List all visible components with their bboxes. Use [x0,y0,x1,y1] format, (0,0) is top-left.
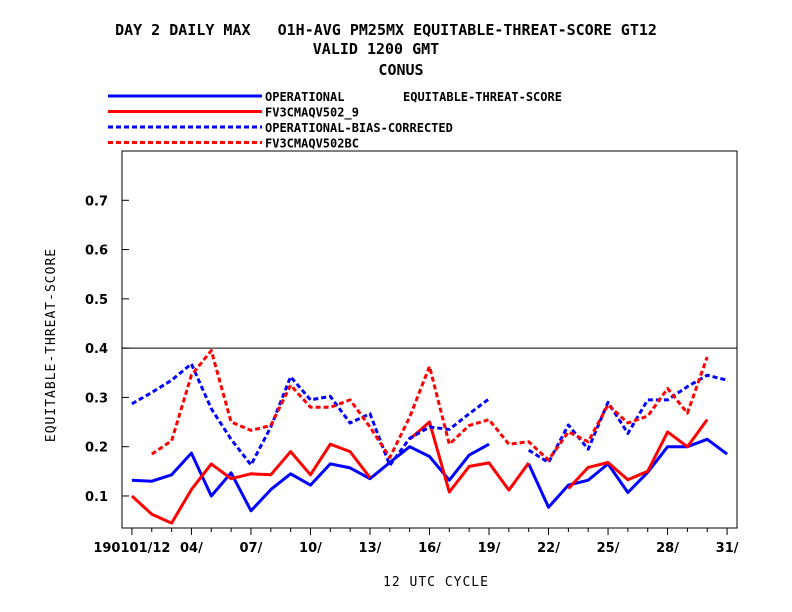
y-tick-label: 0.5 [85,293,108,308]
x-tick-label: 31/ [716,541,739,556]
series-group [130,349,728,525]
x-axis: 190101/12 04/07/10/13/16/19/22/25/28/31/ [93,528,739,556]
x-tick-label: 13/ [359,541,382,556]
x-axis-label: 12 UTC CYCLE [383,575,489,590]
legend: OPERATIONAL FV3CMAQV502_9OPERATIONAL-BIAS… [108,90,453,151]
y-tick-label: 0.6 [85,244,108,259]
chart-region: CONUS [378,61,423,79]
y-axis-label: EQUITABLE-THREAT-SCORE [44,248,59,442]
y-tick-label: 0.3 [85,391,108,406]
y-tick-label: 0.4 [85,342,108,357]
x-tick-label: 25/ [597,541,620,556]
y-tick-label: 0.2 [85,441,108,456]
y-tick-label: 0.1 [85,490,108,505]
series-line-4 [150,349,709,462]
x-tick-label: 10/ [299,541,322,556]
series-line-3 [131,362,490,467]
x-tick-label: 07/ [240,541,263,556]
series-line-2 [408,420,530,494]
series-line-1 [131,442,490,513]
x-tick-label: 22/ [537,541,560,556]
x-tick-label: 190101/12 [93,541,170,556]
chart-title: DAY 2 DAILY MAX O1H-AVG PM25MX EQUITABLE… [115,21,657,39]
x-tick-label: 28/ [656,541,679,556]
legend-entry: FV3CMAQV502BC [265,137,359,151]
series-line-2 [567,418,709,490]
y-axis: 0.1 0.2 0.3 0.4 0.5 0.6 0.7 [85,194,129,505]
x-tick-label: 16/ [418,541,441,556]
legend-entry: FV3CMAQV502_9 [265,106,359,121]
x-tick-label: 19/ [478,541,501,556]
series-line-1 [527,437,728,509]
legend-entry: OPERATIONAL-BIAS-CORRECTED [265,121,453,135]
chart-subtitle: VALID 1200 GMT [313,40,439,58]
y-tick-label: 0.7 [85,194,108,209]
legend-entry: OPERATIONAL [265,90,344,104]
series-line-2 [130,442,372,525]
legend-header: EQUITABLE-THREAT-SCORE [403,90,562,104]
x-tick-label: 04/ [180,541,203,556]
series-line-3 [527,373,728,464]
